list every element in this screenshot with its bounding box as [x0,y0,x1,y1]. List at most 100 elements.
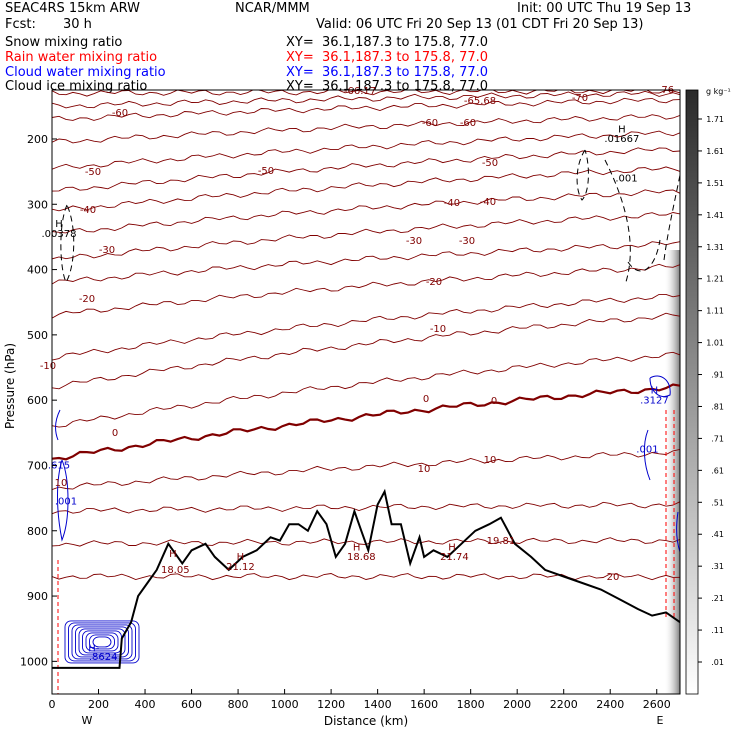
x-tick-label: 600 [181,698,202,711]
temperature-contour [52,293,680,361]
colorbar-tick-label: .41 [711,530,724,539]
y-tick-label: 300 [27,198,48,211]
temperature-label: -10 [40,361,56,372]
temperature-label: -60 [112,108,128,119]
temperature-label: -50 [85,167,101,178]
x-tick-label: 1200 [317,698,345,711]
temperature-label: 0 [112,428,118,439]
temperature-label: -66.17 [344,86,376,97]
temperature-label: -60 [460,118,476,129]
temperature-label: -70 [572,93,588,104]
field-xy-cloud-water: XY= 36.1,187.3 to 175.8, 77.0 [286,65,489,80]
colorbar-tick-label: .01 [711,658,724,667]
temperature-label: -40 [444,198,460,209]
cloud-water-contour [78,628,126,656]
field-name-rain: Rain water mixing ratio [5,50,158,65]
cloud-water-contour [71,624,133,660]
temperature-label: 10 [418,464,431,475]
extremum-label: H [169,549,177,560]
extremum-label: .001 [636,444,658,455]
temperature-label: -50 [258,166,274,177]
valid-time: Valid: 06 UTC Fri 20 Sep 13 (01 CDT Fri … [316,17,644,32]
y-tick-label: 800 [27,525,48,538]
temperature-contour [52,501,680,515]
x-tick-label: 0 [49,698,56,711]
cloud-water-contour [649,375,671,397]
cloud-water-contour [57,459,69,542]
temperature-label: -60 [422,118,438,129]
cloud-water-contour [68,622,136,662]
west-label: W [82,714,93,727]
extremum-label: H [353,542,361,553]
temperature-contour [52,312,680,390]
colorbar-tick-label: .31 [711,562,724,571]
colorbar-tick-label: .61 [711,466,724,475]
colorbar-tick-label: 1.31 [706,243,724,252]
x-tick-label: 800 [228,698,249,711]
colorbar-tick-label: 1.11 [706,307,724,316]
colorbar-tick-label: 1.41 [706,211,724,220]
cloud-ice-contour [663,174,680,261]
colorbar-tick-label: 1.61 [706,147,724,156]
temperature-label: -65.68 [464,96,496,107]
extremum-label: .615 [48,461,70,472]
init-time: Init: 00 UTC Thu 19 Sep 13 [517,1,692,16]
plot-frame [51,89,681,695]
x-tick-label: 400 [135,698,156,711]
extremum-label: 21.74 [440,552,469,563]
cloud-water-contour [643,429,651,481]
extremum-label: H [618,124,626,135]
y-tick-label: 400 [27,264,48,277]
x-tick-label: 200 [88,698,109,711]
temperature-contour [52,448,680,491]
temperature-label: 10 [484,455,497,466]
colorbar-tick-label: 1.01 [706,339,724,348]
temperature-label: 10 [55,478,68,489]
x-tick-label: 1600 [410,698,438,711]
x-tick-label: 2400 [596,698,624,711]
colorbar-unit: g kg⁻¹ [706,87,731,96]
temperature-contour [52,166,680,212]
cloud-ice-contour [604,159,631,286]
y-tick-label: 1000 [20,655,48,668]
temperature-contour [52,147,680,192]
field-xy-rain: XY= 36.1,187.3 to 175.8, 77.0 [286,50,489,65]
ice-shading [664,250,680,694]
cloud-water-contour [85,632,119,652]
cloud-water-contour [55,409,61,441]
extremum-label: .01667 [604,134,639,145]
extremum-label: H- [88,644,100,655]
temperature-contour [52,212,680,260]
east-label: E [657,714,664,727]
cloud-water-contour [64,620,140,664]
extremum-label: .3127 [640,395,669,406]
cloud-ice-contour [60,204,75,283]
extremum-label: H [237,552,245,563]
temperature-label: -10 [430,324,446,335]
temperature-label: -30 [99,245,115,256]
cloud-water-contour [75,626,129,658]
field-name-snow: Snow mixing ratio [5,35,123,50]
model-title: SEAC4RS 15km ARW [5,1,141,16]
temperature-label: -50 [482,158,498,169]
x-tick-label: 2600 [643,698,671,711]
temperature-label: -20 [426,277,442,288]
colorbar-tick-label: .21 [711,594,724,603]
temperature-contour [52,114,680,144]
y-tick-label: 200 [27,133,48,146]
colorbar [685,89,699,695]
temperature-contour [52,97,680,121]
extremum-label: 19.81 [487,536,516,547]
cloud-water-contour [89,634,115,650]
temperature-label: -40 [480,197,496,208]
colorbar-tick-label: .91 [711,371,724,380]
temperature-label: -30 [459,236,475,247]
colorbar-tick-label: .51 [711,498,724,507]
temperature-label: 20 [607,572,620,583]
temperature-contour [52,263,680,319]
extremum-label: 18.05 [161,565,190,576]
y-tick-label: 700 [27,459,48,472]
x-tick-label: 2000 [503,698,531,711]
temperature-contour [52,383,680,461]
extremum-label: .8624 [89,652,118,663]
